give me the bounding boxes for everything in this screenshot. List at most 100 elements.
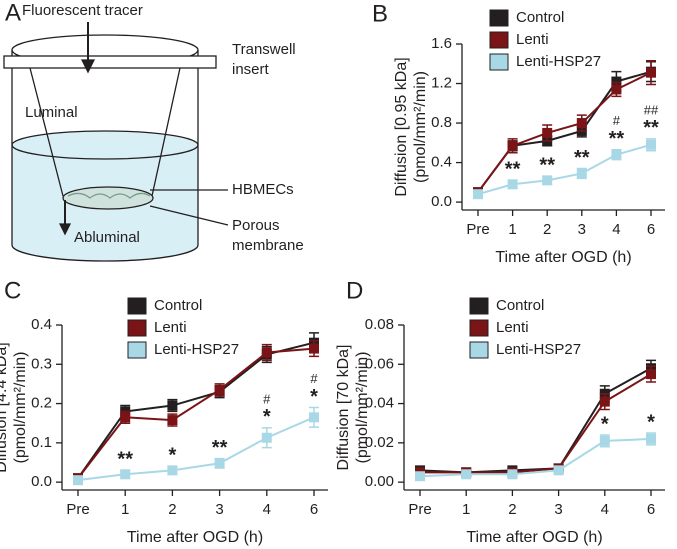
y-tick-label: 0.0 [431,193,452,210]
point [120,412,131,423]
x-tick-label: 2 [508,501,516,518]
significance: ** [574,147,590,169]
point [611,84,622,95]
x-tick-label: 2 [543,221,551,238]
significance: * [647,411,655,433]
legend-swatch [489,31,509,49]
legend-swatch [469,319,489,337]
point [507,469,518,480]
x-tick-label: Pre [466,221,489,238]
point [507,179,518,190]
y-tick-label: 0.00 [365,473,394,490]
series-line [77,341,315,479]
x-axis-label: Time after OGD (h) [495,249,631,266]
label: membrane [232,237,304,254]
point [167,415,178,426]
y-tick-label: 1.2 [431,74,452,91]
label: Abluminal [74,229,140,246]
x-tick-label: Pre [408,501,431,518]
legend-label: Lenti-HSP27 [496,341,581,358]
legend-swatch [469,341,489,359]
point [542,175,553,186]
point [167,465,178,476]
legend-swatch [469,297,489,315]
significance: * [601,413,609,435]
x-tick-label: 6 [647,221,655,238]
series-line [419,367,652,474]
label: Fluorescent tracer [22,2,143,19]
series-line [420,373,652,474]
legend-label: Lenti [516,31,549,48]
panel-label: C [4,277,21,304]
x-tick-label: 3 [578,221,586,238]
label: Transwell [232,41,296,58]
significance: # [263,391,271,406]
point [646,433,656,444]
series-line [77,347,315,479]
point [473,189,483,200]
y-tick-label: 1.6 [431,35,452,52]
series-line [477,143,652,196]
point [214,384,225,395]
y-tick-label: 0.3 [31,355,52,372]
y-tick-label: 0.1 [31,434,52,451]
point [415,471,425,482]
point [576,168,587,179]
significance: # [613,113,621,128]
point [553,465,564,476]
y-tick-label: 0.8 [431,114,452,131]
y-tick-label: 0.08 [365,316,394,333]
legend-label: Control [154,297,202,314]
significance: ** [643,117,659,139]
point [611,76,622,87]
x-tick-label: 3 [215,501,223,518]
transwell-diagram [3,22,229,262]
legend-label: Control [496,297,544,314]
x-tick-label: 4 [612,221,620,238]
legend-label: Lenti [154,319,187,336]
point [309,343,319,354]
legend-swatch [127,319,147,337]
panel-label: B [372,0,388,27]
legend-swatch [489,9,509,27]
y-tick-label: 0.4 [431,154,452,171]
legend-swatch [489,53,509,71]
significance: ** [539,155,555,177]
y-axis-label: Diffusion [70 kDa] [335,345,352,471]
point [73,475,83,486]
point [646,139,656,150]
significance: ## [644,102,659,117]
significance: * [263,406,271,428]
point [646,67,656,78]
y-tick-label: 0.02 [365,434,394,451]
legend-swatch [127,341,147,359]
x-tick-label: 3 [554,501,562,518]
x-axis-label: Time after OGD (h) [466,529,602,546]
legend-label: Lenti [496,319,529,336]
point [646,369,656,380]
point [261,347,272,358]
series-line [419,437,652,478]
y-axis-label: (pmol/mm²/min) [12,352,29,464]
legend-label: Lenti-HSP27 [516,53,601,70]
point [542,127,553,138]
y-tick-label: 0.04 [365,395,394,412]
x-tick-label: 4 [263,501,271,518]
significance: ** [609,128,625,150]
point [599,396,610,407]
point [507,140,518,151]
significance: ** [212,437,228,459]
y-tick-label: 0.0 [31,473,52,490]
x-tick-label: Pre [66,501,89,518]
label: insert [232,61,270,78]
label: HBMECs [232,181,294,198]
y-axis-label: Diffusion [4.4 kDa] [0,342,10,472]
y-tick-label: 0.2 [31,395,52,412]
x-tick-label: 1 [121,501,129,518]
legend-label: Lenti-HSP27 [154,341,239,358]
point [461,469,472,480]
point [576,118,587,129]
panel-label: A [5,0,21,26]
y-axis-label: (pmol/mm²/min) [412,71,429,183]
